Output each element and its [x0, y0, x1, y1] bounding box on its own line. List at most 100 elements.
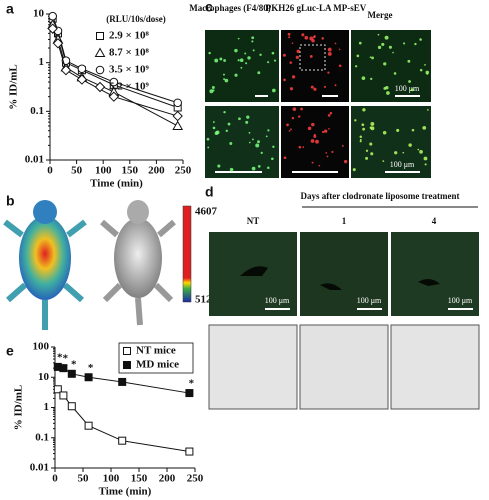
- y-tick-label: 0.01: [30, 462, 49, 474]
- legend-marker: [95, 65, 105, 75]
- cell-dot: [408, 80, 411, 83]
- x-tick-label: 150: [131, 473, 148, 485]
- marker: [52, 38, 64, 49]
- significance-mark: *: [57, 351, 63, 363]
- cell-dot: [402, 151, 405, 154]
- x-tick-label: 50: [78, 473, 90, 485]
- cell-dot: [290, 128, 292, 131]
- cell-dot: [370, 77, 373, 81]
- cell-dot: [377, 45, 382, 50]
- panel-c: Macrophages (F4/80) PKH26 gLuc-LA MP-sEV…: [189, 3, 431, 178]
- cell-dot: [318, 164, 321, 167]
- cell-dot: [369, 142, 373, 146]
- cell-dot: [251, 36, 255, 40]
- marker: [118, 377, 127, 386]
- cell-dot: [323, 85, 327, 88]
- cell-dot: [386, 91, 390, 95]
- x-tick-label: 150: [122, 165, 139, 177]
- cell-dot: [310, 85, 314, 89]
- brightfield-image: [208, 324, 298, 410]
- cell-dot: [393, 72, 397, 75]
- cell-dot: [371, 56, 374, 60]
- cell-dot: [257, 164, 261, 168]
- marker: [84, 421, 93, 430]
- cell-dot: [287, 32, 291, 36]
- cell-dot: [272, 145, 275, 148]
- cell-dot: [273, 59, 277, 62]
- x-tick-label: 0: [47, 165, 53, 177]
- legend-label: 2.9 × 10⁸: [109, 30, 150, 42]
- cell-dot: [382, 160, 385, 163]
- cell-dot: [419, 38, 422, 41]
- cell-dot: [267, 129, 270, 132]
- panel-label: c: [205, 0, 213, 15]
- cell-dot: [271, 51, 275, 55]
- cell-dot: [384, 35, 389, 40]
- significance-mark: *: [88, 362, 94, 374]
- cell-dot: [227, 122, 231, 126]
- cell-dot: [223, 110, 226, 114]
- cell-dot: [247, 56, 251, 60]
- tissue-fold: [418, 278, 440, 286]
- scale-label: 100 μm: [357, 296, 382, 305]
- cell-dot: [311, 161, 314, 164]
- significance-mark: *: [189, 378, 195, 390]
- cell-dot: [267, 166, 270, 170]
- cell-dot: [302, 146, 305, 149]
- legend-marker: [96, 32, 104, 40]
- marker: [59, 364, 68, 373]
- panel-title: Days after clodronate liposome treatment: [301, 191, 460, 201]
- tissue-fold: [240, 266, 268, 276]
- panel-label: d: [205, 184, 214, 200]
- significance-mark: *: [63, 353, 69, 365]
- column-header: NT: [247, 216, 260, 226]
- legend-label: 3.5 × 10⁹: [109, 64, 150, 76]
- cell-dot: [212, 126, 216, 130]
- cell-dot: [321, 37, 324, 40]
- cell-dot: [282, 53, 286, 57]
- x-axis-title: Time (min): [90, 178, 143, 190]
- cell-dot: [214, 58, 219, 63]
- panel-b: 4607 512: [3, 200, 218, 330]
- colorbar-max: 4607: [195, 206, 218, 218]
- micrograph: [391, 232, 479, 316]
- cell-dot: [343, 159, 348, 164]
- x-tick-label: 200: [159, 473, 176, 485]
- cell-dot: [423, 156, 428, 161]
- cell-dot: [417, 148, 420, 151]
- cell-dot: [224, 78, 229, 83]
- cell-dot: [327, 114, 331, 117]
- cell-dot: [327, 47, 332, 52]
- column-header: Macrophages (F4/80): [189, 3, 271, 13]
- panel-label: b: [6, 193, 15, 209]
- cell-dot: [237, 37, 240, 40]
- cell-dot: [244, 52, 247, 55]
- cell-dot: [313, 35, 316, 39]
- cell-dot: [392, 51, 394, 54]
- cell-dot: [248, 141, 251, 144]
- cell-dot: [207, 146, 210, 149]
- marker: [76, 74, 88, 85]
- y-tick-label: 0.1: [30, 105, 44, 117]
- cell-dot: [257, 71, 261, 75]
- cell-dot: [245, 120, 249, 124]
- marker: [47, 23, 58, 34]
- cell-dot: [311, 39, 315, 43]
- cell-dot: [329, 111, 333, 115]
- cell-dot: [288, 129, 291, 132]
- scale-label: 100 μm: [265, 296, 290, 305]
- cell-dot: [252, 138, 254, 141]
- cell-dot: [215, 130, 220, 135]
- cell-dot: [298, 115, 301, 118]
- cell-dot: [255, 143, 260, 148]
- x-tick-label: 250: [187, 473, 204, 485]
- marker: [172, 110, 183, 122]
- cell-dot: [323, 129, 328, 133]
- x-tick-label: 200: [148, 165, 165, 177]
- y-tick-label: 0.01: [25, 154, 44, 166]
- cell-dot: [238, 117, 241, 121]
- cell-dot: [234, 73, 238, 77]
- micrograph: [351, 30, 431, 102]
- cell-dot: [272, 88, 276, 93]
- cell-dot: [381, 42, 385, 46]
